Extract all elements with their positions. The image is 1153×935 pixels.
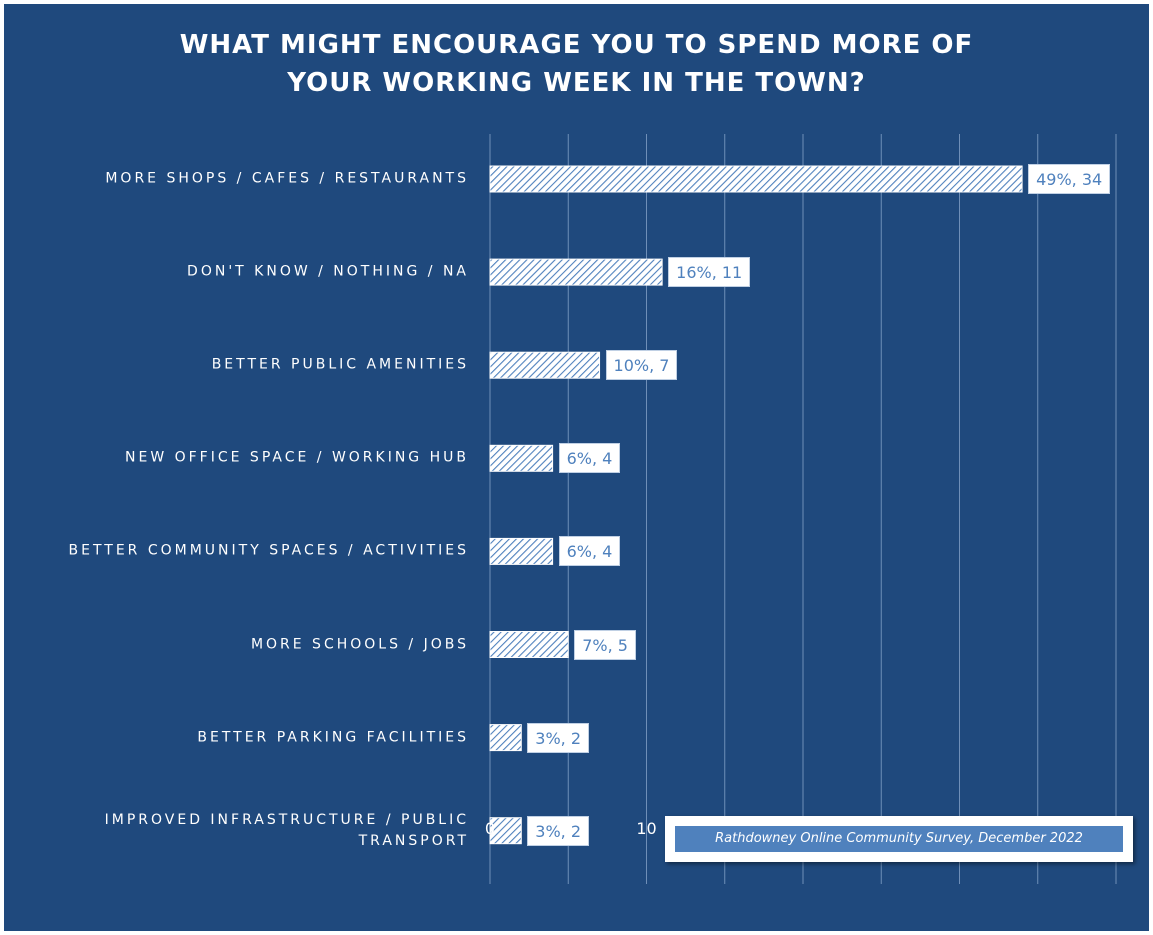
category-label-7: BETTER PARKING FACILITIES xyxy=(0,727,469,748)
category-label-8: IMPROVED INFRASTRUCTURE / PUBLIC TRANSPOR… xyxy=(0,810,469,852)
category-label-line: MORE SCHOOLS / JOBS xyxy=(250,636,469,652)
category-label-5: BETTER COMMUNITY SPACES / ACTIVITIES xyxy=(0,541,469,562)
data-label-1: 49%, 34 xyxy=(1028,164,1111,194)
bar-6 xyxy=(489,631,569,658)
source-note-box: Rathdowney Online Community Survey, Dece… xyxy=(665,816,1133,862)
category-label-2: DON'T KNOW / NOTHING / NA xyxy=(0,262,469,283)
category-label-line: NEW OFFICE SPACE / WORKING HUB xyxy=(125,449,469,466)
data-label-8: 3%, 2 xyxy=(527,815,590,846)
bar-8 xyxy=(489,817,522,845)
bar-2 xyxy=(489,258,663,286)
category-label-line: IMPROVED INFRASTRUCTURE / PUBLIC xyxy=(104,811,469,828)
bar-1 xyxy=(489,165,1023,193)
x-tick-label-0: 0 xyxy=(484,819,496,838)
chart-title-line-1: WHAT MIGHT ENCOURAGE YOU TO SPEND MORE O… xyxy=(179,30,974,60)
data-label-4: 6%, 4 xyxy=(558,443,621,474)
data-label-2: 16%, 11 xyxy=(668,257,751,288)
category-label-line: BETTER PARKING FACILITIES xyxy=(197,729,469,746)
data-label-7: 3%, 2 xyxy=(527,722,590,753)
category-label-line: MORE SHOPS / CAFES / RESTAURANTS xyxy=(105,170,469,187)
category-label-line: BETTER PUBLIC AMENITIES xyxy=(211,356,469,373)
chart-title: WHAT MIGHT ENCOURAGE YOU TO SPEND MORE O… xyxy=(4,26,1149,102)
category-label-4: NEW OFFICE SPACE / WORKING HUB xyxy=(0,448,469,469)
category-label-line: DON'T KNOW / NOTHING / NA xyxy=(187,263,469,280)
category-label-1: MORE SHOPS / CAFES / RESTAURANTS xyxy=(0,169,469,190)
bar-3 xyxy=(489,351,601,379)
x-tick-label-10: 10 xyxy=(636,819,657,838)
chart-plot xyxy=(489,134,1117,884)
data-label-6: 7%, 5 xyxy=(574,629,636,660)
category-label-6: MORE SCHOOLS / JOBS xyxy=(0,634,469,655)
data-label-5: 6%, 4 xyxy=(558,536,621,567)
chart-title-line-2: YOUR WORKING WEEK IN THE TOWN? xyxy=(287,68,866,98)
chart-frame: WHAT MIGHT ENCOURAGE YOU TO SPEND MORE O… xyxy=(4,4,1149,931)
category-label-line: BETTER COMMUNITY SPACES / ACTIVITIES xyxy=(68,542,469,559)
data-label-3: 10%, 7 xyxy=(605,350,678,381)
category-label-3: BETTER PUBLIC AMENITIES xyxy=(0,355,469,376)
bar-5 xyxy=(489,537,554,565)
source-note: Rathdowney Online Community Survey, Dece… xyxy=(675,826,1123,852)
bar-4 xyxy=(489,444,554,472)
category-label-line: TRANSPORT xyxy=(358,832,469,849)
bar-7 xyxy=(489,724,522,752)
